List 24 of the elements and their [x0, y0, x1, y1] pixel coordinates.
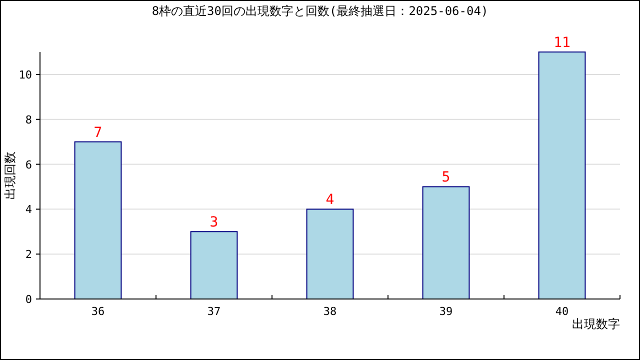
- bar: [538, 52, 586, 300]
- y-tick-label: 6: [25, 158, 32, 172]
- data-label: 5: [442, 170, 450, 186]
- y-tick-label: 8: [25, 113, 32, 126]
- bar: [74, 141, 122, 300]
- chart-title: 8枠の直近30回の出現数字と回数(最終抽選日：2025-06-04): [152, 4, 488, 18]
- bar: [190, 231, 238, 300]
- y-axis-title: 出現回数: [3, 152, 17, 200]
- x-tick-label: 38: [323, 305, 337, 318]
- y-tick-label: 0: [25, 293, 32, 306]
- y-tick-label: 4: [25, 203, 32, 216]
- x-axis-title: 出現数字: [572, 317, 620, 331]
- x-tick-label: 40: [555, 305, 569, 318]
- data-label: 11: [554, 35, 570, 51]
- data-label: 4: [326, 192, 334, 208]
- data-label: 7: [94, 124, 102, 141]
- y-tick-label: 10: [18, 68, 32, 82]
- x-tick-label: 36: [91, 305, 105, 318]
- y-tick-label: 2: [25, 248, 32, 262]
- x-tick-label: 37: [207, 305, 221, 318]
- bar: [422, 186, 470, 300]
- x-tick-label: 39: [439, 305, 453, 318]
- bar: [306, 208, 354, 300]
- data-label: 3: [210, 214, 218, 231]
